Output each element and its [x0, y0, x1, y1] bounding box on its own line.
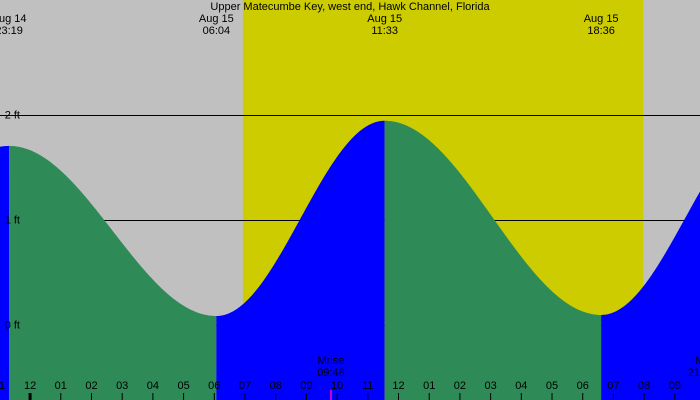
- extreme-date: Aug 15: [584, 13, 619, 25]
- extreme-time: 06:04: [203, 25, 231, 37]
- moon-label: M: [695, 355, 700, 367]
- x-tick-label: 01: [55, 380, 67, 392]
- rising-tide: [601, 191, 700, 400]
- extreme-date: Aug 14: [0, 13, 27, 25]
- moon-time: 21: [688, 367, 700, 379]
- x-tick-label: 08: [270, 380, 282, 392]
- x-tick-label: 09: [669, 380, 681, 392]
- x-tick-label: 08: [638, 380, 650, 392]
- y-tick-label: 2 ft: [5, 109, 20, 121]
- falling-tide: [384, 120, 602, 400]
- x-tick-label: 04: [515, 380, 527, 392]
- x-tick-label: 07: [607, 380, 619, 392]
- x-tick-label: 03: [116, 380, 128, 392]
- x-tick-label: 12: [24, 380, 36, 392]
- falling-tide: [9, 145, 217, 400]
- x-tick-label: 04: [147, 380, 159, 392]
- x-tick-label: 01: [423, 380, 435, 392]
- moon-time: 09:48: [317, 367, 345, 379]
- moon-label: Mrise: [318, 355, 345, 367]
- x-tick-label: 09: [300, 380, 312, 392]
- extreme-date: Aug 15: [367, 13, 402, 25]
- extreme-time: 18:36: [587, 25, 615, 37]
- rising-tide: [216, 120, 385, 400]
- x-tick-label: 10: [331, 380, 343, 392]
- x-tick-label: 03: [484, 380, 496, 392]
- extreme-date: Aug 15: [199, 13, 234, 25]
- x-tick-label: 11: [362, 380, 373, 392]
- extreme-time: 11:33: [371, 25, 398, 37]
- x-tick-label: 02: [85, 380, 97, 392]
- x-tick-label: 06: [208, 380, 220, 392]
- y-tick-label: 1 ft: [5, 214, 20, 226]
- y-tick-label: 0 ft: [5, 319, 20, 331]
- x-tick-label: 07: [239, 380, 251, 392]
- extreme-time: 23:19: [0, 25, 23, 37]
- x-tick-label: 05: [546, 380, 558, 392]
- x-tick-label: 11: [0, 380, 5, 392]
- x-tick-label: 12: [392, 380, 404, 392]
- x-tick-label: 06: [577, 380, 589, 392]
- x-tick-label: 02: [454, 380, 466, 392]
- x-tick-label: 05: [177, 380, 189, 392]
- rising-tide: [0, 145, 10, 400]
- chart-title: Upper Matecumbe Key, west end, Hawk Chan…: [210, 1, 490, 13]
